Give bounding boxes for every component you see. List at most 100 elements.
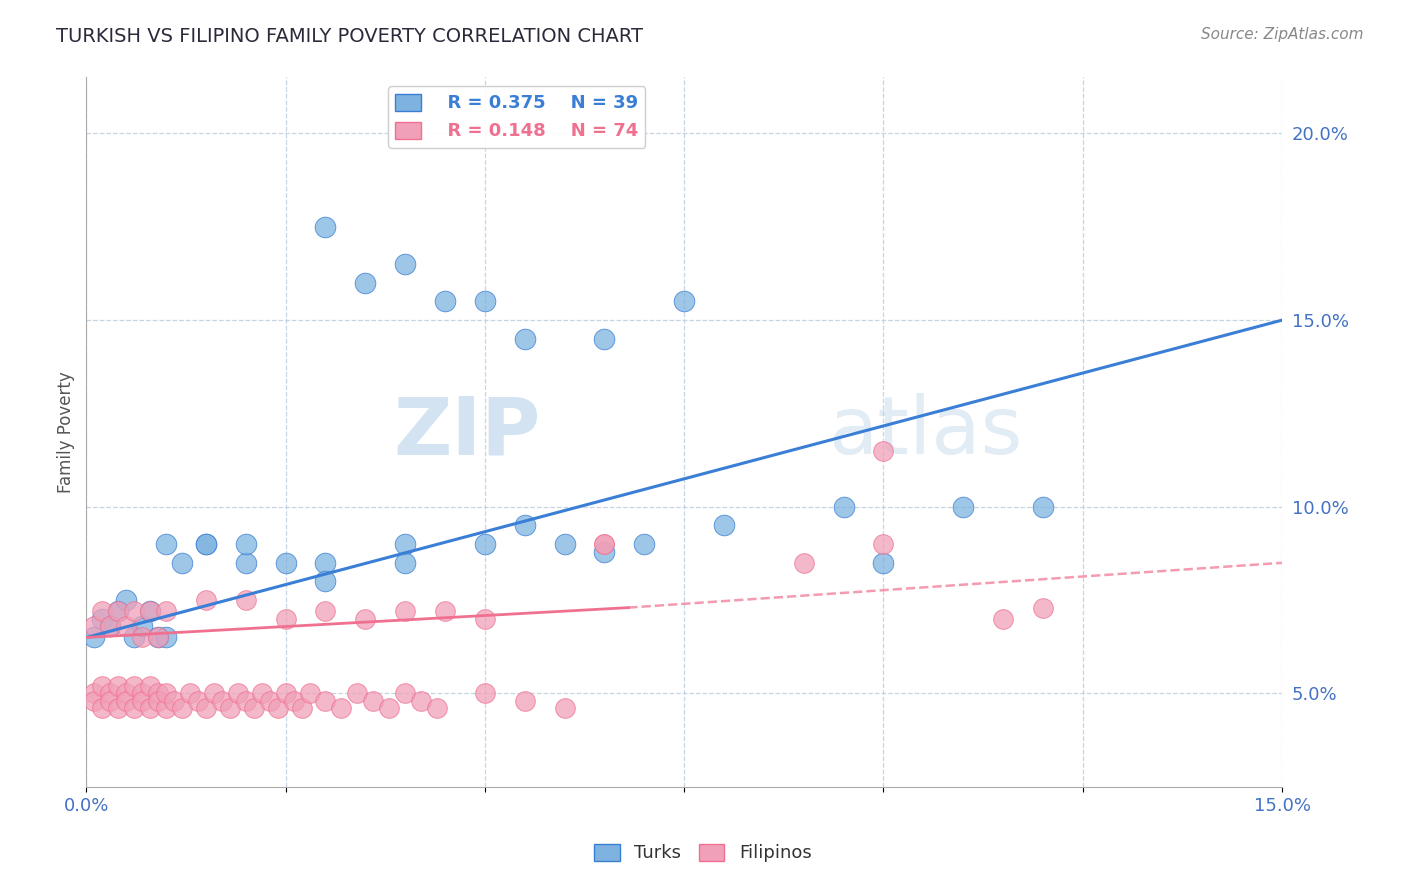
Point [474,686,496,700]
Point [593,332,616,346]
Point [290,701,312,715]
Point [115,619,138,633]
Point [593,537,616,551]
Point [474,612,496,626]
Point [202,686,225,700]
Point [91,604,114,618]
Point [314,219,336,234]
Point [83,631,105,645]
Point [146,631,169,645]
Point [146,631,169,645]
Point [163,694,186,708]
Point [394,257,416,271]
Point [155,604,177,618]
Point [194,593,217,607]
Point [354,276,377,290]
Point [593,544,616,558]
Point [259,694,281,708]
Point [354,612,377,626]
Point [513,332,536,346]
Point [991,612,1014,626]
Point [211,694,233,708]
Point [107,604,129,618]
Point [139,701,162,715]
Point [98,619,121,633]
Point [474,537,496,551]
Point [242,701,264,715]
Point [187,694,209,708]
Legend:   R = 0.375    N = 39,   R = 0.148    N = 74: R = 0.375 N = 39, R = 0.148 N = 74 [388,87,645,147]
Point [155,631,177,645]
Point [793,556,815,570]
Point [250,686,273,700]
Point [155,537,177,551]
Point [633,537,655,551]
Point [91,612,114,626]
Point [283,694,305,708]
Point [98,694,121,708]
Point [115,593,138,607]
Point [131,631,153,645]
Point [298,686,321,700]
Point [194,537,217,551]
Point [513,518,536,533]
Point [179,686,201,700]
Point [139,604,162,618]
Point [122,701,145,715]
Point [274,612,297,626]
Point [235,593,257,607]
Point [98,686,121,700]
Point [226,686,249,700]
Point [554,701,576,715]
Point [872,556,894,570]
Point [107,701,129,715]
Point [411,694,433,708]
Point [146,686,169,700]
Y-axis label: Family Poverty: Family Poverty [58,371,75,493]
Point [235,537,257,551]
Point [713,518,735,533]
Point [155,701,177,715]
Point [155,686,177,700]
Point [314,556,336,570]
Point [115,686,138,700]
Point [474,294,496,309]
Text: atlas: atlas [828,393,1022,471]
Point [274,686,297,700]
Point [139,679,162,693]
Point [1032,600,1054,615]
Point [346,686,368,700]
Point [314,574,336,589]
Legend: Turks, Filipinos: Turks, Filipinos [588,837,818,870]
Point [98,619,121,633]
Point [872,537,894,551]
Text: TURKISH VS FILIPINO FAMILY POVERTY CORRELATION CHART: TURKISH VS FILIPINO FAMILY POVERTY CORRE… [56,27,643,45]
Point [394,556,416,570]
Point [194,701,217,715]
Point [115,694,138,708]
Point [107,679,129,693]
Point [593,537,616,551]
Point [513,694,536,708]
Point [434,294,457,309]
Point [107,604,129,618]
Point [673,294,696,309]
Point [235,694,257,708]
Point [170,556,193,570]
Point [170,701,193,715]
Point [952,500,974,514]
Point [83,619,105,633]
Point [131,686,153,700]
Point [131,619,153,633]
Point [274,556,297,570]
Point [832,500,855,514]
Point [426,701,449,715]
Point [91,701,114,715]
Point [872,443,894,458]
Point [91,679,114,693]
Point [394,686,416,700]
Point [394,604,416,618]
Point [146,694,169,708]
Point [1032,500,1054,514]
Text: Source: ZipAtlas.com: Source: ZipAtlas.com [1201,27,1364,42]
